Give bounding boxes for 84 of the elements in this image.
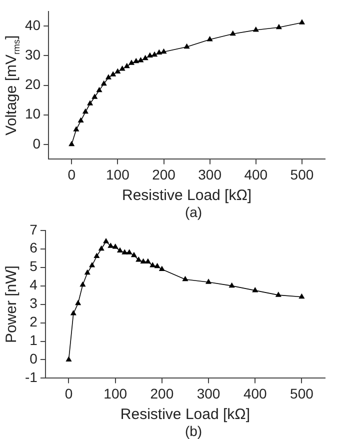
point	[119, 66, 126, 71]
point	[142, 54, 148, 60]
point	[275, 292, 282, 297]
point	[80, 281, 86, 287]
y-tick-label: 2	[30, 314, 38, 330]
point	[298, 293, 305, 299]
x-tick-label: 200	[152, 166, 176, 182]
point	[128, 60, 135, 65]
point	[133, 58, 140, 64]
point	[73, 126, 80, 132]
text: (b)	[184, 423, 204, 439]
point	[82, 108, 88, 114]
y-tick-label: 6	[30, 240, 38, 256]
y-axis-title: Power [nW]	[3, 266, 20, 344]
x-tick-label: 200	[150, 385, 174, 402]
point	[78, 117, 84, 123]
point	[98, 245, 104, 251]
x-tick-label: 500	[290, 385, 314, 402]
y-tick-label: 1	[30, 332, 38, 348]
x-tick-label: 0	[68, 166, 76, 182]
y-tick-label: 0	[30, 350, 38, 367]
point	[100, 80, 107, 86]
x-tick-label: 100	[106, 166, 130, 182]
point	[136, 256, 142, 262]
y-tick-label: 5	[30, 258, 38, 274]
point	[94, 252, 100, 258]
point	[110, 71, 116, 76]
point	[146, 52, 153, 58]
point	[122, 249, 128, 254]
point	[228, 282, 235, 288]
y-axis-title: Voltage [mVrms]	[3, 35, 22, 136]
x-axis-title: Resistive Load [kΩ]	[122, 187, 252, 204]
point	[184, 43, 190, 49]
point	[89, 262, 96, 268]
point	[138, 56, 144, 62]
x-tick-label: 300	[196, 385, 220, 402]
y-tick-label: 7	[30, 221, 38, 238]
y-tick-label: 30	[24, 46, 41, 63]
point	[298, 19, 305, 24]
y-tick-label: 3	[30, 295, 38, 312]
point	[126, 249, 132, 254]
point	[66, 356, 72, 362]
x-tick-label: 0	[64, 385, 73, 402]
point	[96, 86, 102, 92]
x-axis-title: Resistive Load [kΩ]	[120, 406, 250, 424]
point	[206, 36, 213, 42]
point	[114, 68, 121, 74]
point	[252, 26, 259, 32]
text: (a)	[184, 204, 204, 220]
point	[154, 262, 160, 268]
x-tick-label: 500	[290, 166, 314, 182]
point	[70, 310, 76, 316]
point	[182, 276, 188, 282]
point	[84, 269, 90, 275]
point	[205, 278, 212, 284]
point	[152, 51, 158, 57]
x-tick-label: 400	[243, 385, 268, 402]
point	[140, 258, 146, 264]
point	[87, 100, 94, 106]
point	[130, 252, 138, 258]
point	[158, 266, 165, 271]
x-tick-label: 400	[244, 166, 268, 182]
point	[150, 262, 156, 268]
point	[252, 286, 258, 292]
point	[108, 242, 114, 248]
point	[105, 74, 112, 80]
point	[276, 24, 282, 30]
y-tick-label: 40	[24, 17, 41, 34]
point	[68, 140, 75, 146]
y-tick-label: 20	[24, 76, 41, 92]
point	[124, 62, 130, 68]
point	[116, 247, 124, 252]
y-tick-label: 10	[24, 106, 41, 122]
point	[230, 30, 236, 36]
y-tick-label: 0	[32, 135, 41, 152]
y-tick-label: 4	[30, 276, 38, 293]
x-tick-label: 300	[198, 166, 222, 182]
point	[160, 48, 167, 54]
y-tick-label: -1	[24, 369, 38, 386]
point	[156, 49, 162, 55]
point	[75, 300, 82, 306]
point	[112, 244, 118, 249]
x-tick-label: 100	[104, 385, 128, 402]
point	[92, 94, 98, 99]
